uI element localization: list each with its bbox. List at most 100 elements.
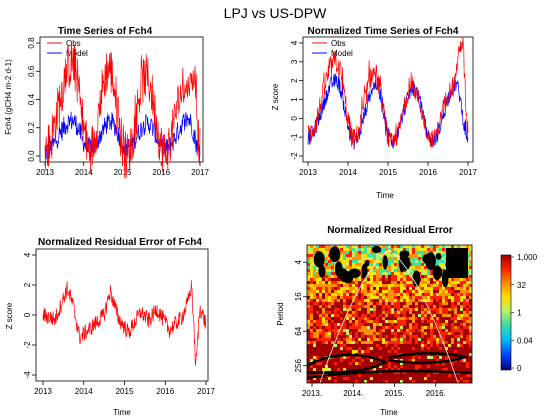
y-tick-label: 1 [290, 97, 299, 102]
heatmap-cell [400, 329, 404, 333]
heatmap-cell [343, 323, 347, 327]
heatmap-cell [370, 287, 374, 291]
heatmap-cell [454, 311, 458, 315]
heatmap-cell [430, 281, 434, 285]
heatmap-cell [388, 332, 392, 336]
heatmap-cell [418, 260, 422, 264]
heatmap-cell [313, 281, 317, 285]
x-tick-label: 2014. [343, 389, 363, 398]
heatmap-cell [331, 314, 335, 318]
heatmap-cell [364, 362, 368, 366]
heatmap-cell [430, 272, 434, 276]
heatmap-cell [310, 293, 314, 297]
heatmap-cell [352, 248, 356, 252]
heatmap-cell [412, 308, 416, 312]
heatmap-cell [436, 299, 440, 303]
heatmap-cell [469, 305, 472, 309]
heatmap-cell [337, 365, 341, 369]
heatmap-cell [313, 368, 317, 372]
heatmap-cell [397, 251, 401, 255]
heatmap-cell [424, 266, 428, 270]
heatmap-cell [403, 269, 407, 273]
heatmap-cell [463, 368, 467, 372]
heatmap-cell [418, 368, 422, 372]
heatmap-cell [349, 299, 353, 303]
heatmap-cell [349, 260, 353, 264]
heatmap-cell [448, 326, 452, 330]
heatmap-cell [355, 260, 359, 264]
heatmap-cell [439, 308, 443, 312]
heatmap-cell [331, 278, 335, 282]
heatmap-cell [403, 320, 407, 324]
heatmap-cell [313, 323, 317, 327]
heatmap-cell [322, 302, 326, 306]
heatmap-cell [373, 275, 377, 279]
heatmap-cell [361, 299, 365, 303]
heatmap-cell [385, 275, 389, 279]
heatmap-cell [337, 323, 341, 327]
heatmap-cell [397, 362, 401, 366]
heatmap-cell [367, 377, 371, 381]
heatmap-cell [325, 290, 329, 294]
heatmap-cell [313, 320, 317, 324]
heatmap-cell [412, 338, 416, 342]
heatmap-cell [382, 284, 386, 288]
heatmap-cell [346, 338, 350, 342]
heatmap-cell [451, 314, 455, 318]
heatmap-cell [349, 290, 353, 294]
heatmap-cell [328, 314, 332, 318]
heatmap-cell [424, 308, 428, 312]
heatmap-cell [376, 329, 380, 333]
heatmap-cell [403, 248, 407, 252]
heatmap-cell [313, 332, 317, 336]
heatmap-cell [412, 287, 416, 291]
heatmap-cell [352, 278, 356, 282]
heatmap-cell [466, 356, 470, 360]
heatmap-cell [424, 359, 428, 363]
heatmap-cell [391, 302, 395, 306]
heatmap-cell [403, 278, 407, 282]
heatmap-cell [307, 314, 311, 318]
heatmap-cell [415, 341, 419, 345]
x-tick-label: 2014 [339, 168, 357, 177]
heatmap-cell [394, 299, 398, 303]
heatmap-cell [391, 332, 395, 336]
heatmap-cell [403, 329, 407, 333]
heatmap-cell [367, 350, 371, 354]
heatmap-cell [376, 260, 380, 264]
heatmap-cell [340, 329, 344, 333]
heatmap-cell [307, 326, 311, 330]
heatmap-cell [418, 266, 422, 270]
heatmap-cell [421, 269, 425, 273]
heatmap-cell [430, 269, 434, 273]
heatmap-cell [451, 323, 455, 327]
heatmap-cell [316, 266, 320, 270]
heatmap-cell [412, 377, 416, 381]
heatmap-cell [364, 293, 368, 297]
heatmap-cell [412, 374, 416, 378]
heatmap-cell [412, 335, 416, 339]
heatmap-cell [400, 347, 404, 351]
heatmap-cell [379, 293, 383, 297]
heatmap-cell [385, 302, 389, 306]
heatmap-cell [382, 311, 386, 315]
heatmap-cell [415, 299, 419, 303]
heatmap-cell [355, 266, 359, 270]
heatmap-cell [364, 308, 368, 312]
heatmap-cell [460, 296, 464, 300]
heatmap-cell [346, 347, 350, 351]
heatmap-cell [439, 281, 443, 285]
panel-title: Normalized Residual Error [327, 225, 453, 236]
heatmap-cell [376, 272, 380, 276]
heatmap-cell [331, 344, 335, 348]
heatmap-cell [337, 344, 341, 348]
heatmap-cell [418, 257, 422, 261]
heatmap-cell [424, 245, 428, 249]
heatmap-cell [466, 293, 470, 297]
heatmap-cell [412, 371, 416, 375]
heatmap-cell [322, 353, 326, 357]
heatmap-cell [388, 320, 392, 324]
heatmap-cell [376, 278, 380, 282]
heatmap-cell [436, 302, 440, 306]
heatmap-cell [394, 377, 398, 381]
